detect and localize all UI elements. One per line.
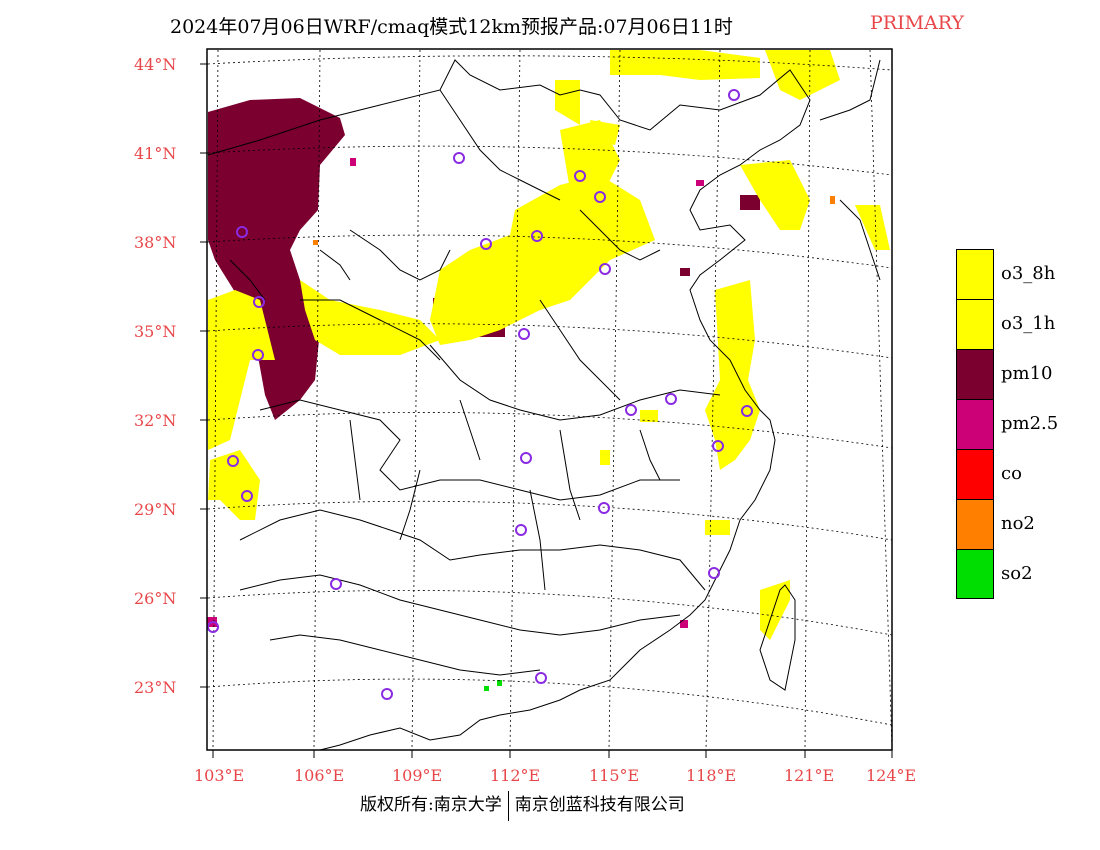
legend-swatch (956, 499, 994, 549)
lat-label-41: 41°N (134, 144, 177, 163)
lat-label-23: 23°N (134, 678, 177, 697)
lat-label-38: 38°N (134, 233, 177, 252)
lon-ticks (212, 750, 893, 758)
legend-label: o3_1h (1001, 313, 1056, 334)
lon-label-121: 121°E (784, 766, 835, 785)
legend-swatch (956, 249, 994, 299)
lat-label-26: 26°N (134, 589, 177, 608)
lat-label-35: 35°N (134, 322, 177, 341)
copyright-left: 版权所有:南京大学 (360, 795, 502, 815)
lon-label-103: 103°E (194, 766, 245, 785)
legend-label: pm2.5 (1001, 413, 1059, 434)
station-markers (207, 89, 753, 700)
boundaries (207, 59, 881, 751)
lon-label-115: 115°E (589, 766, 640, 785)
footer-divider (507, 790, 509, 821)
lon-label-118: 118°E (686, 766, 737, 785)
graticule (207, 49, 893, 751)
primary-tag: PRIMARY (870, 12, 965, 34)
copyright-right: 南京创蓝科技有限公司 (514, 795, 685, 815)
legend-label: o3_8h (1001, 263, 1056, 284)
o3-region (208, 50, 890, 640)
legend-swatch (956, 399, 994, 449)
map-frame (206, 48, 893, 751)
map-title: 2024年07月06日WRF/cmaq模式12km预报产品:07月06日11时 (170, 16, 733, 38)
so2-spots (484, 680, 502, 691)
lat-ticks (200, 63, 208, 688)
legend-swatch (956, 449, 994, 499)
lat-label-32: 32°N (134, 411, 177, 430)
lat-label-44: 44°N (134, 55, 177, 74)
copyright-footer: 版权所有:南京大学 南京创蓝科技有限公司 (360, 790, 685, 821)
lat-label-29: 29°N (134, 500, 177, 519)
legend-label: co (1001, 463, 1022, 484)
legend-swatch (956, 549, 994, 599)
lon-label-106: 106°E (294, 766, 345, 785)
legend-swatch (956, 349, 994, 399)
legend-label: pm10 (1001, 363, 1053, 384)
legend-swatch (956, 299, 994, 349)
lon-label-112: 112°E (490, 766, 541, 785)
legend-label: no2 (1001, 513, 1035, 534)
lon-label-109: 109°E (392, 766, 443, 785)
legend-label: so2 (1001, 563, 1033, 584)
no2-spots (313, 196, 835, 245)
lon-label-124: 124°E (866, 766, 917, 785)
